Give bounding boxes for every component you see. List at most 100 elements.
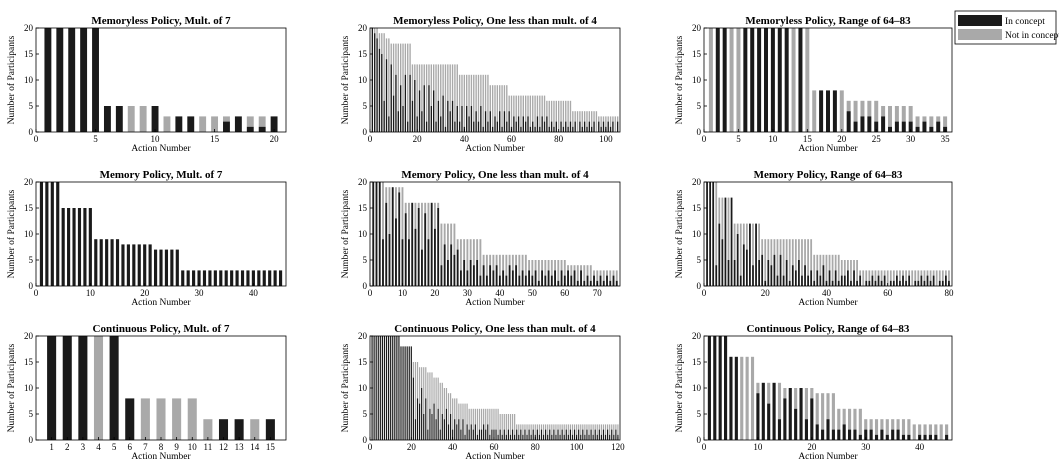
bar-in-concept bbox=[590, 429, 592, 440]
bar-not-in-concept bbox=[516, 424, 518, 430]
bar-in-concept bbox=[511, 270, 514, 286]
bar-in-concept bbox=[722, 28, 727, 132]
bar-in-concept bbox=[941, 280, 944, 286]
bar-not-in-concept bbox=[831, 254, 834, 281]
bar-in-concept bbox=[489, 265, 492, 286]
bar-not-in-concept bbox=[892, 270, 895, 281]
bar-in-concept bbox=[944, 275, 947, 286]
bar-in-concept bbox=[794, 270, 797, 286]
bar-not-in-concept bbox=[767, 239, 770, 260]
bar-in-concept bbox=[80, 28, 88, 132]
bar-in-concept bbox=[593, 121, 595, 132]
bar-in-concept bbox=[791, 265, 794, 286]
bar-not-in-concept bbox=[914, 270, 917, 281]
bar-in-concept bbox=[555, 434, 557, 440]
legend-swatch bbox=[958, 29, 1002, 40]
bar-not-in-concept bbox=[602, 424, 605, 430]
bar-group bbox=[371, 28, 619, 133]
bar-not-in-concept bbox=[445, 388, 448, 409]
x-tick-label: 70 bbox=[593, 288, 603, 298]
bar-in-concept bbox=[915, 126, 920, 132]
bar-not-in-concept bbox=[140, 398, 150, 440]
bar-not-in-concept bbox=[401, 187, 404, 240]
bar-in-concept bbox=[433, 403, 435, 440]
bar-not-in-concept bbox=[378, 33, 381, 49]
bar-not-in-concept bbox=[807, 239, 809, 276]
bar-in-concept bbox=[61, 208, 65, 286]
bar-in-concept bbox=[609, 434, 611, 440]
bar-not-in-concept bbox=[922, 116, 927, 122]
bar-in-concept bbox=[547, 434, 549, 440]
bar-in-concept bbox=[77, 208, 82, 286]
bar-in-concept bbox=[842, 424, 846, 440]
bar-in-concept bbox=[553, 126, 555, 132]
bar-in-concept bbox=[928, 434, 932, 440]
bar-in-concept bbox=[476, 434, 479, 440]
x-tick-label: 50 bbox=[528, 288, 538, 298]
bar-in-concept bbox=[181, 270, 185, 286]
bar-in-concept bbox=[103, 106, 111, 132]
bar-not-in-concept bbox=[896, 419, 900, 430]
bar-in-concept bbox=[433, 228, 436, 286]
bar-not-in-concept bbox=[487, 74, 489, 122]
bar-in-concept bbox=[874, 121, 879, 132]
bar-not-in-concept bbox=[501, 85, 503, 127]
bar-in-concept bbox=[404, 213, 407, 286]
bar-not-in-concept bbox=[773, 239, 776, 255]
y-tick-label: 10 bbox=[24, 229, 34, 239]
bar-not-in-concept bbox=[460, 403, 462, 430]
bar-in-concept bbox=[810, 398, 814, 440]
x-tick-label: 80 bbox=[554, 134, 564, 144]
bar-not-in-concept bbox=[593, 111, 595, 122]
bar-not-in-concept bbox=[442, 64, 444, 96]
bar-in-concept bbox=[258, 126, 266, 132]
bar-in-concept bbox=[410, 346, 412, 440]
bar-in-concept bbox=[560, 121, 562, 132]
bar-in-concept bbox=[586, 126, 588, 132]
bar-not-in-concept bbox=[828, 254, 831, 271]
bar-not-in-concept bbox=[454, 398, 456, 420]
x-axis-label: Action Number bbox=[465, 144, 525, 154]
bar-in-concept bbox=[779, 254, 782, 286]
bar-not-in-concept bbox=[562, 100, 565, 127]
bar-in-concept bbox=[565, 121, 567, 132]
bar-in-concept bbox=[186, 270, 190, 286]
bar-in-concept bbox=[385, 336, 388, 440]
bar-not-in-concept bbox=[534, 424, 536, 435]
bar-not-in-concept bbox=[514, 414, 516, 435]
bar-not-in-concept bbox=[385, 187, 388, 203]
bar-not-in-concept bbox=[798, 239, 800, 260]
bar-in-concept bbox=[901, 121, 906, 132]
x-tick-label: 120 bbox=[611, 442, 625, 452]
bar-not-in-concept bbox=[536, 95, 539, 117]
x-tick-label: 5 bbox=[112, 442, 117, 452]
bar-not-in-concept bbox=[939, 424, 943, 440]
y-axis-label: Number of Participants bbox=[6, 189, 17, 278]
bar-in-concept bbox=[414, 228, 417, 286]
bar-not-in-concept bbox=[508, 254, 511, 266]
bar-not-in-concept bbox=[839, 90, 844, 132]
bar-not-in-concept bbox=[544, 260, 547, 276]
legend: In concept Not in concept bbox=[954, 10, 1059, 45]
bar-not-in-concept bbox=[388, 187, 391, 234]
bar-in-concept bbox=[822, 265, 825, 286]
bar-in-concept bbox=[429, 408, 431, 440]
bar-not-in-concept bbox=[559, 424, 561, 435]
bar-not-in-concept bbox=[567, 265, 569, 271]
bar-not-in-concept bbox=[258, 116, 266, 127]
bar-in-concept bbox=[611, 429, 613, 440]
bar-in-concept bbox=[388, 336, 390, 440]
bar-in-concept bbox=[428, 85, 430, 132]
bar-in-concept bbox=[377, 336, 379, 440]
bar-not-in-concept bbox=[923, 270, 926, 281]
bar-in-concept bbox=[761, 382, 765, 440]
bar-not-in-concept bbox=[402, 43, 404, 106]
bar-not-in-concept bbox=[886, 270, 889, 286]
bar-in-concept bbox=[557, 429, 559, 440]
bar-in-concept bbox=[712, 182, 715, 286]
bar-in-concept bbox=[877, 275, 880, 286]
bar-not-in-concept bbox=[395, 43, 397, 75]
bar-not-in-concept bbox=[576, 424, 578, 435]
x-tick-label: 40 bbox=[448, 442, 458, 452]
bar-in-concept bbox=[885, 434, 889, 440]
